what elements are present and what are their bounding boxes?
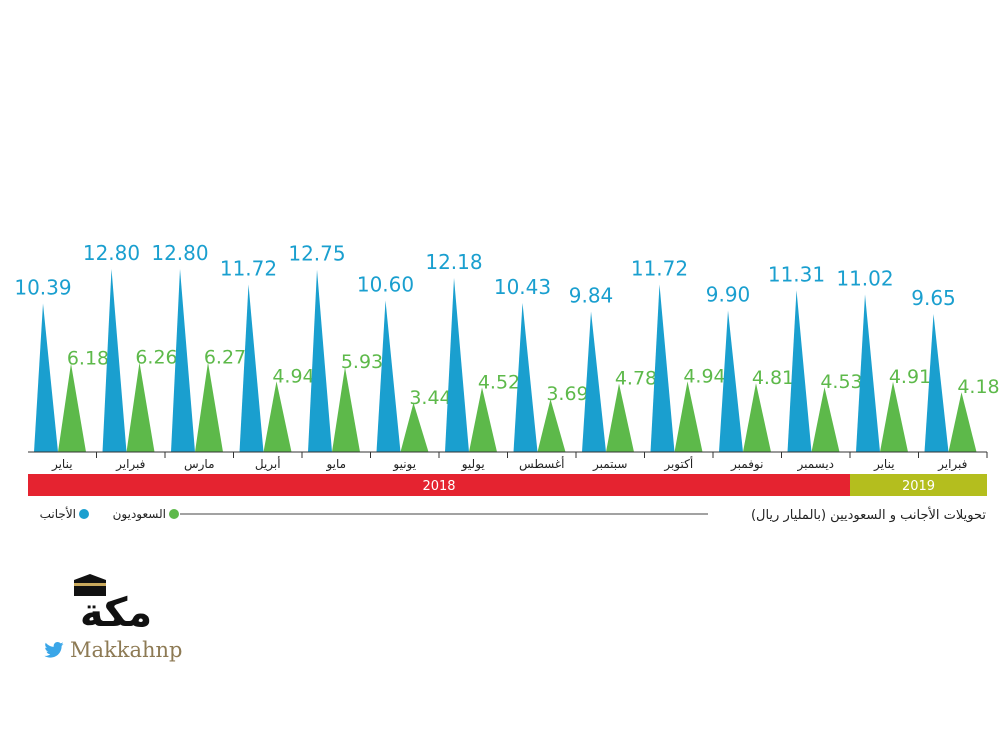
bar-saudi <box>811 387 840 452</box>
month-label: أغسطس <box>519 456 564 472</box>
label-saudi: 4.94 <box>272 365 314 387</box>
bar-foreign <box>650 284 675 452</box>
bar-foreign <box>582 311 606 452</box>
label-foreign: 11.31 <box>768 262 825 286</box>
month-labels: يناير فبراير مارس أبريل مايو يونيو يوليو أغسطس س… <box>51 456 967 472</box>
label-foreign: 10.60 <box>357 272 414 296</box>
month-label: يناير <box>873 457 895 472</box>
bar-saudi <box>195 362 223 452</box>
twitter-bird-icon <box>44 642 64 658</box>
year-segment <box>28 474 850 496</box>
bar-saudi <box>469 387 497 452</box>
label-foreign: 9.84 <box>569 283 614 307</box>
month-label: ديسمبر <box>796 457 834 472</box>
month-label: نوفمبر <box>730 457 763 472</box>
label-foreign: 12.75 <box>288 242 345 266</box>
label-saudi: 6.18 <box>67 348 109 370</box>
bar-saudi <box>743 383 771 452</box>
legend-label-foreign: الأجانب <box>40 506 76 521</box>
label-saudi: 3.44 <box>409 387 451 409</box>
bar-foreign <box>445 277 469 452</box>
label-foreign: 12.80 <box>83 241 140 265</box>
label-saudi: 4.94 <box>683 365 725 387</box>
bar-saudi <box>880 381 908 452</box>
legend-dot-foreign <box>79 509 89 519</box>
month-label: مايو <box>325 457 346 472</box>
bar-saudi <box>126 362 155 452</box>
bar-saudi <box>332 367 360 452</box>
month-label: يناير <box>51 457 73 472</box>
year-label: 2018 <box>422 479 455 494</box>
bar-foreign <box>856 294 880 452</box>
kaaba-icon <box>74 574 106 596</box>
year-label: 2019 <box>902 479 935 494</box>
bar-foreign <box>376 300 401 452</box>
makkah-logo: مكة Makkahnp <box>36 572 196 664</box>
bar-saudi <box>606 383 634 452</box>
label-foreign: 12.18 <box>425 250 482 274</box>
bar-foreign <box>171 269 195 452</box>
bar-foreign <box>102 269 127 452</box>
bar-saudi <box>948 392 977 452</box>
legend-label-saudi: السعوديون <box>113 507 166 522</box>
label-foreign: 11.72 <box>220 256 277 280</box>
label-saudi: 4.18 <box>957 376 999 398</box>
tick-group <box>96 452 988 458</box>
year-bar: 2018 2019 <box>28 474 987 496</box>
label-saudi: 6.26 <box>135 347 177 369</box>
month-label: فبراير <box>937 457 967 472</box>
bar-saudi <box>263 381 292 452</box>
legend-dot-saudi <box>169 509 179 519</box>
month-label: أبريل <box>255 456 281 472</box>
month-label: سبتمبر <box>592 457 627 472</box>
bar-foreign <box>308 269 332 452</box>
bar-saudi <box>674 381 703 452</box>
month-label: أكتوبر <box>663 456 693 472</box>
bar-foreign <box>719 310 743 452</box>
label-foreign: 10.43 <box>494 275 551 299</box>
bar-foreign <box>34 303 58 452</box>
label-saudi: 5.93 <box>341 351 383 373</box>
label-saudi: 4.53 <box>820 371 862 393</box>
bar-foreign <box>239 284 264 452</box>
bar-foreign <box>787 290 812 452</box>
label-foreign: 10.39 <box>14 275 71 299</box>
month-label: يوليو <box>461 457 485 472</box>
bar-foreign <box>513 302 538 452</box>
label-saudi: 6.27 <box>204 346 246 368</box>
chart-title: تحويلات الأجانب و السعوديين (بالمليار ري… <box>751 506 986 523</box>
label-foreign: 9.65 <box>911 286 956 310</box>
label-foreign: 12.80 <box>151 241 208 265</box>
handle-text: Makkahnp <box>70 638 183 662</box>
twitter-handle[interactable]: Makkahnp <box>44 638 183 662</box>
legend: الأجانب السعوديون تحويلات الأجانب و السع… <box>40 506 987 523</box>
bar-group: 10.39 6.18 12.80 6.26 12.80 6.27 11.72 4.94 12.7… <box>14 241 1000 452</box>
label-saudi: 3.69 <box>546 383 588 405</box>
month-label: فبراير <box>115 457 145 472</box>
label-foreign: 11.02 <box>836 266 893 290</box>
label-foreign: 9.90 <box>706 282 751 306</box>
label-saudi: 4.91 <box>889 366 931 388</box>
month-label: يونيو <box>392 457 416 472</box>
bar-saudi <box>400 402 429 452</box>
label-saudi: 4.81 <box>752 367 794 389</box>
label-foreign: 11.72 <box>631 256 688 280</box>
label-saudi: 4.78 <box>615 368 657 390</box>
bar-foreign <box>924 314 949 452</box>
logo-wordmark: مكة <box>79 590 153 636</box>
month-label: مارس <box>184 457 215 472</box>
label-saudi: 4.52 <box>478 371 520 393</box>
bar-saudi <box>58 363 86 452</box>
year-segment <box>850 474 987 496</box>
bar-saudi <box>537 399 566 452</box>
